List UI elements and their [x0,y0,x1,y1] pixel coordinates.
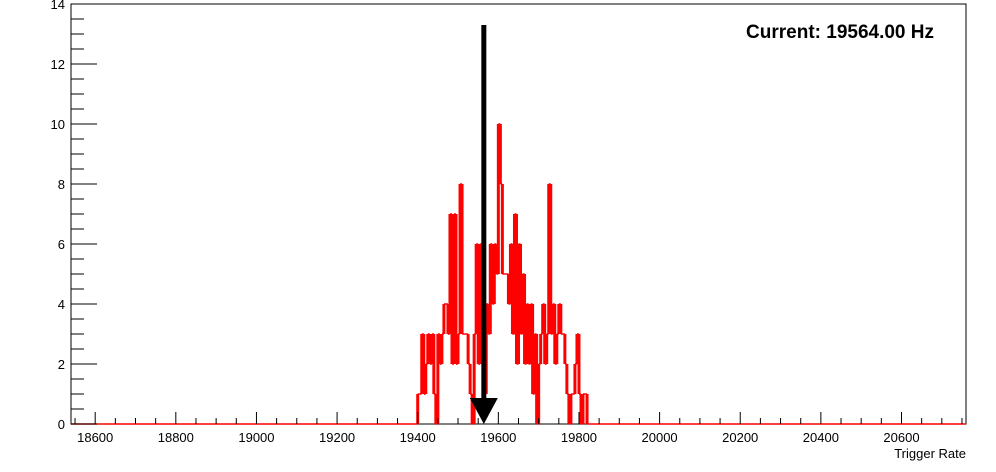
current-rate-arrow [469,25,498,424]
x-tick-label: 20200 [722,430,758,445]
y-axis: 0 2 4 6 8 10 12 14 [51,0,97,432]
x-tick-label: 20000 [642,430,678,445]
arrow-head [469,398,498,424]
y-tick-label: 14 [51,0,65,12]
x-tick-label: 18800 [158,430,194,445]
histogram-layer [71,123,966,425]
x-tick-label: 20400 [803,430,839,445]
y-tick-label: 2 [58,357,65,372]
x-tick-label: 19800 [561,430,597,445]
x-tick-label: 19600 [480,430,516,445]
x-tick-label: 19000 [238,430,274,445]
x-axis-title: Trigger Rate [894,446,966,461]
x-axis: 18600 18800 19000 19200 19400 19600 19800 20000… [74,412,963,445]
y-tick-label: 8 [58,177,65,192]
x-tick-label: 19200 [319,430,355,445]
y-tick-label: 6 [58,237,65,252]
y-tick-label: 12 [51,57,65,72]
y-tick-label: 4 [58,297,65,312]
x-tick-label: 19400 [400,430,436,445]
y-tick-label: 0 [58,417,65,432]
current-rate-label: Current: 19564.00 Hz [746,22,934,43]
y-tick-label: 10 [51,117,65,132]
x-tick-label: 18600 [77,430,113,445]
x-tick-label: 20600 [883,430,919,445]
